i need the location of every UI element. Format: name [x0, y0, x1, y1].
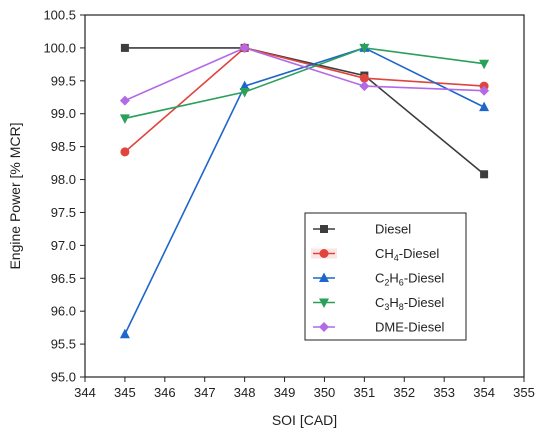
- x-tick-label: 349: [274, 385, 296, 400]
- series-line: [124, 47, 485, 120]
- legend-marker: [319, 249, 329, 258]
- legend-label: C2H6-Diesel: [375, 271, 444, 288]
- legend-label: DME-Diesel: [375, 320, 444, 335]
- y-tick-label: 98.5: [51, 139, 76, 154]
- y-tick-label: 99.0: [51, 106, 76, 121]
- y-tick-label: 100.0: [43, 40, 76, 55]
- legend-marker: [319, 298, 329, 308]
- data-point: [239, 80, 250, 91]
- y-tick-label: 97.5: [51, 205, 76, 220]
- data-point: [120, 147, 130, 157]
- data-point: [119, 95, 130, 106]
- data-point: [479, 85, 490, 96]
- axis-ticks: 344 345 346 347 348 349 350 351 352 353 354 355 95.0…: [43, 8, 534, 401]
- data-point: [480, 170, 489, 179]
- series-line: [124, 47, 485, 175]
- y-tick-label: 96.0: [51, 304, 76, 319]
- legend: Diesel CH4-Diesel C2H6-Diesel C3H8-Diesel DM…: [304, 212, 467, 341]
- y-tick-label: 98.0: [51, 172, 76, 187]
- x-tick-label: 346: [154, 385, 176, 400]
- x-tick-label: 351: [354, 385, 376, 400]
- series-line: [124, 47, 485, 102]
- x-tick-label: 347: [194, 385, 216, 400]
- series-markers: [119, 42, 490, 339]
- y-tick-label: 97.0: [51, 238, 76, 253]
- data-point: [119, 114, 130, 124]
- y-tick-label: 100.5: [43, 8, 76, 23]
- x-tick-label: 352: [393, 385, 415, 400]
- series-lines: [124, 47, 485, 335]
- y-tick-label: 95.5: [51, 337, 76, 352]
- legend-label: Diesel: [375, 222, 411, 237]
- legend-box: [304, 212, 467, 341]
- x-tick-label: 355: [513, 385, 535, 400]
- series-line: [124, 47, 485, 153]
- y-axis-title: Engine Power [% MCR]: [7, 122, 23, 269]
- legend-label: C3H8-Diesel: [375, 295, 444, 312]
- x-tick-label: 344: [74, 385, 96, 400]
- legend-marker: [319, 322, 329, 332]
- x-tick-label: 354: [473, 385, 495, 400]
- legend-marker: [319, 272, 329, 282]
- data-point: [239, 42, 250, 53]
- data-point: [359, 43, 370, 54]
- data-point: [239, 88, 250, 98]
- data-point: [359, 81, 370, 92]
- y-tick-label: 95.0: [51, 370, 76, 385]
- x-tick-label: 345: [114, 385, 136, 400]
- y-tick-label: 99.5: [51, 73, 76, 88]
- data-point: [119, 328, 130, 339]
- x-tick-label: 348: [234, 385, 256, 400]
- data-point: [120, 43, 129, 52]
- x-tick-label: 350: [314, 385, 336, 400]
- data-point: [359, 73, 369, 83]
- legend-marker: [320, 225, 328, 233]
- x-tick-label: 353: [433, 385, 455, 400]
- legend-label: CH4-Diesel: [375, 246, 439, 263]
- x-axis-title: SOI [CAD]: [272, 412, 337, 428]
- data-point: [479, 101, 490, 112]
- data-point: [479, 59, 490, 70]
- y-tick-label: 96.5: [51, 271, 76, 286]
- plot-frame: [84, 14, 525, 378]
